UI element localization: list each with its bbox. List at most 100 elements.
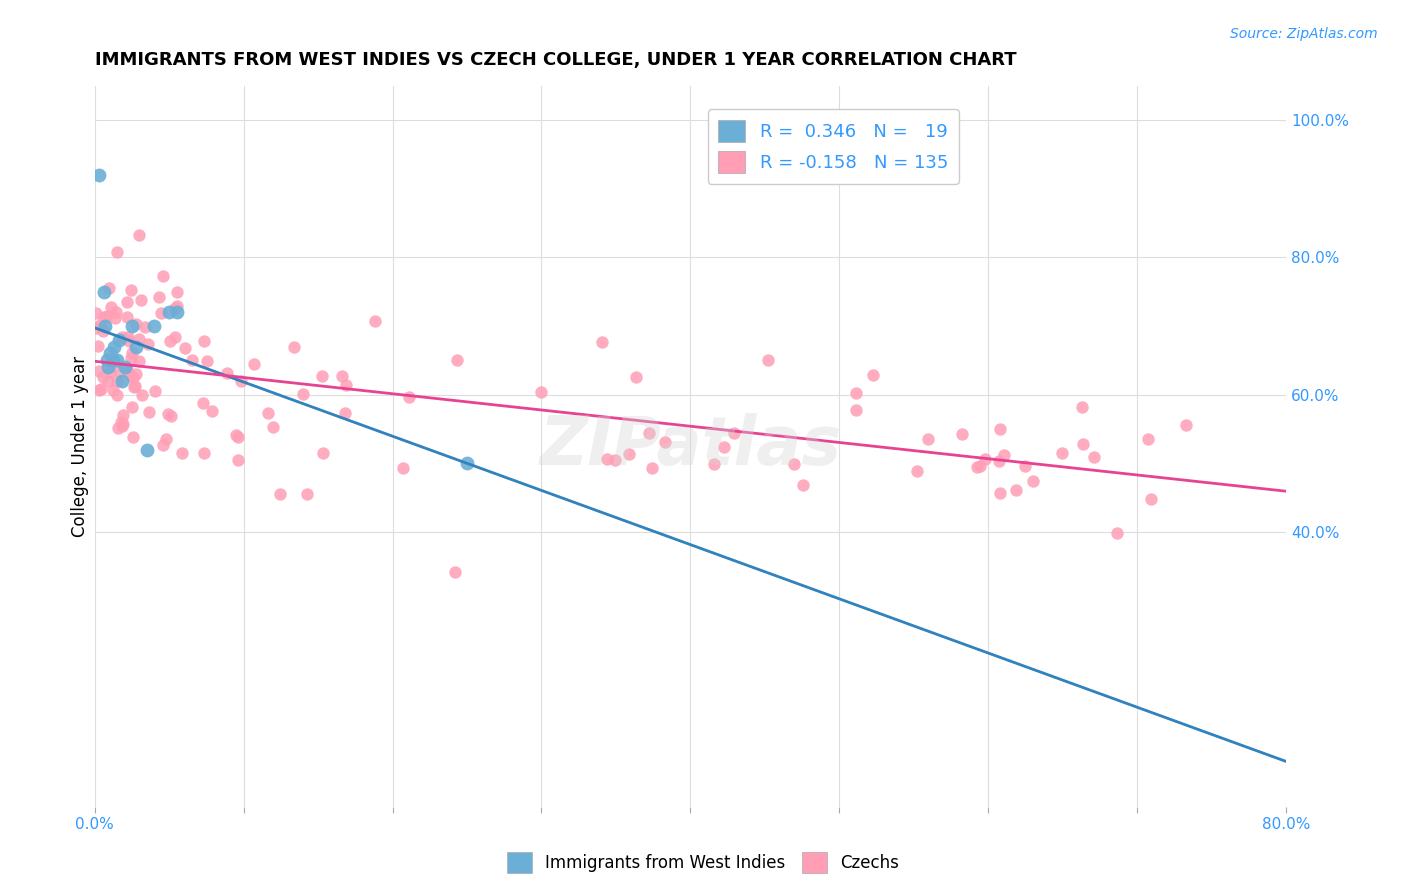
Point [195, 354, 218, 368]
Point [193, 396, 215, 410]
Point [94, 318, 117, 333]
Point [87, 339, 110, 353]
Point [97, 374, 120, 388]
Point [231, 374, 253, 388]
Point [330, 368, 353, 383]
Point [152, 438, 174, 452]
Point [118, 334, 141, 348]
Point [143, 384, 166, 398]
Point [391, 460, 413, 475]
Point [398, 390, 420, 404]
Point [84, 306, 107, 320]
Legend: Immigrants from West Indies, Czechs: Immigrants from West Indies, Czechs [501, 846, 905, 880]
Point [125, 367, 148, 381]
Point [988, 422, 1011, 436]
Point [1071, 401, 1094, 415]
Point [122, 371, 145, 385]
Point [96, 353, 118, 368]
Point [969, 458, 991, 473]
Point [128, 353, 150, 368]
Point [125, 317, 148, 331]
Point [1022, 475, 1045, 489]
Point [950, 426, 973, 441]
Point [121, 318, 143, 333]
Point [157, 408, 180, 422]
Point [291, 386, 314, 401]
Point [125, 340, 148, 354]
Point [166, 299, 188, 313]
Point [117, 330, 139, 344]
Point [120, 283, 142, 297]
Point [166, 285, 188, 299]
Point [758, 353, 780, 368]
Point [783, 457, 806, 471]
Point [93, 310, 115, 324]
Point [152, 269, 174, 284]
Point [98, 281, 121, 295]
Point [283, 340, 305, 354]
Point [226, 453, 249, 467]
Point [180, 353, 202, 368]
Point [170, 446, 193, 460]
Point [111, 418, 134, 433]
Point [444, 565, 467, 579]
Point [723, 426, 745, 441]
Point [165, 330, 187, 344]
Point [174, 341, 197, 355]
Point [159, 334, 181, 349]
Point [193, 446, 215, 460]
Point [311, 369, 333, 384]
Point [90, 382, 112, 396]
Point [120, 368, 142, 383]
Point [100, 365, 122, 379]
Point [1105, 526, 1128, 541]
Point [845, 402, 868, 417]
Point [89, 318, 111, 332]
Point [121, 400, 143, 414]
Point [111, 417, 134, 432]
Point [117, 361, 139, 376]
Point [335, 407, 357, 421]
Point [1014, 458, 1036, 473]
Point [165, 301, 187, 315]
Point [917, 433, 939, 447]
Point [845, 385, 868, 400]
Point [1052, 446, 1074, 460]
Point [591, 334, 613, 349]
Point [966, 460, 988, 475]
Point [1174, 418, 1197, 433]
Point [157, 305, 180, 319]
Point [110, 415, 132, 429]
Point [297, 487, 319, 501]
Point [335, 378, 357, 392]
Point [155, 432, 177, 446]
Point [149, 306, 172, 320]
Point [131, 388, 153, 402]
Point [91, 324, 114, 338]
Point [311, 445, 333, 459]
Point [89, 384, 111, 398]
Point [262, 420, 284, 434]
Point [973, 452, 995, 467]
Point [114, 360, 136, 375]
Point [217, 366, 239, 380]
Point [134, 319, 156, 334]
Point [103, 383, 125, 397]
Point [626, 370, 648, 384]
Point [111, 329, 134, 343]
Point [703, 457, 725, 471]
Point [1071, 436, 1094, 450]
Point [105, 388, 128, 402]
Text: Source: ZipAtlas.com: Source: ZipAtlas.com [1230, 27, 1378, 41]
Point [107, 333, 129, 347]
Y-axis label: College, Under 1 year: College, Under 1 year [72, 356, 89, 537]
Point [256, 406, 278, 420]
Point [862, 368, 884, 382]
Point [124, 379, 146, 393]
Point [1083, 450, 1105, 465]
Point [128, 227, 150, 242]
Point [138, 405, 160, 419]
Point [619, 447, 641, 461]
Point [101, 353, 124, 368]
Point [201, 404, 224, 418]
